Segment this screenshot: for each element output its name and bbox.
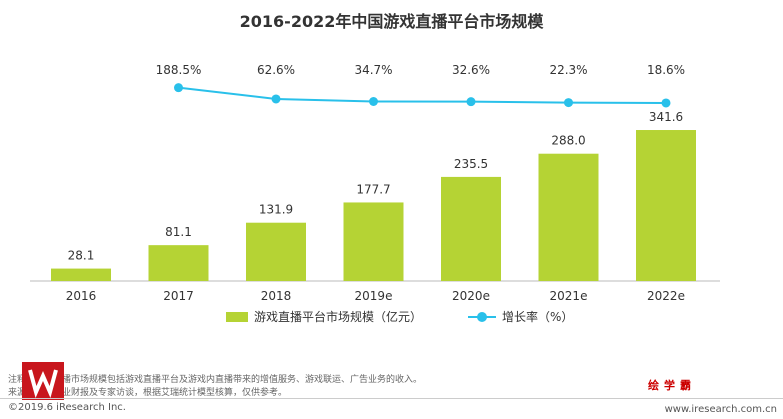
chart-title: 2016-2022年中国游戏直播平台市场规模 [239, 12, 544, 31]
legend-line-swatch [468, 311, 497, 322]
growth-point [466, 97, 476, 107]
x-tick-label: 2017 [163, 289, 194, 300]
x-tick-label: 2022e [647, 289, 685, 300]
bar-value-label: 28.1 [68, 249, 95, 263]
bar [636, 130, 696, 281]
legend-bar-swatch [226, 311, 248, 322]
growth-label: 62.6% [257, 63, 295, 77]
growth-label: 32.6% [452, 63, 490, 77]
bar [343, 202, 404, 281]
logo [22, 362, 64, 400]
legend-line-label: 增长率（%） [502, 310, 574, 324]
growth-point [271, 94, 281, 104]
legend: 游戏直播平台市场规模（亿元） 增长率（%） [226, 308, 573, 325]
bar-value-label: 177.7 [356, 182, 390, 196]
copyright: ©2019.6 iResearch Inc. [8, 402, 126, 413]
bar [148, 245, 209, 281]
source-line: 来源：综合企业财报及专家访谈，根据艾瑞统计模型核算，仅供参考。 [8, 388, 288, 398]
growth-label: 188.5% [156, 63, 202, 77]
growth-label: 22.3% [549, 63, 587, 77]
x-tick-label: 2016 [66, 289, 97, 300]
bar [51, 268, 111, 281]
growth-label: 34.7% [354, 63, 392, 77]
bar-value-label: 341.6 [649, 110, 683, 124]
website: www.iresearch.com.cn [664, 404, 777, 415]
bar [246, 222, 306, 281]
bar [538, 153, 599, 281]
bar-value-label: 81.1 [165, 225, 192, 239]
bar-value-label: 235.5 [454, 157, 488, 171]
bar [441, 176, 501, 281]
growth-point [661, 98, 671, 108]
bar-value-label: 131.9 [259, 203, 293, 217]
footnotes: 注释：游戏直播市场规模包括游戏直播平台及游戏内直播带来的增值服务、游戏联运、广告… [8, 374, 422, 400]
x-tick-label: 2018 [261, 289, 292, 300]
growth-line [178, 86, 667, 104]
divider [0, 398, 783, 399]
legend-bar-label: 游戏直播平台市场规模（亿元） [254, 310, 423, 324]
note-line: 注释：游戏直播市场规模包括游戏直播平台及游戏内直播带来的增值服务、游戏联运、广告… [8, 375, 423, 385]
growth-point [174, 83, 183, 93]
growth-label: 18.6% [647, 63, 685, 77]
x-tick-label: 2019e [355, 289, 393, 300]
chart-plot: 28.1 2016 81.1 2017 131.9 2018 177.7 2019e 235.5… [30, 63, 720, 300]
growth-point [369, 96, 378, 106]
watermark: 绘学霸 [648, 379, 696, 392]
growth-point [564, 98, 573, 108]
bar-value-label: 288.0 [551, 134, 585, 148]
x-tick-label: 2021e [550, 289, 588, 300]
x-tick-label: 2020e [452, 289, 490, 300]
